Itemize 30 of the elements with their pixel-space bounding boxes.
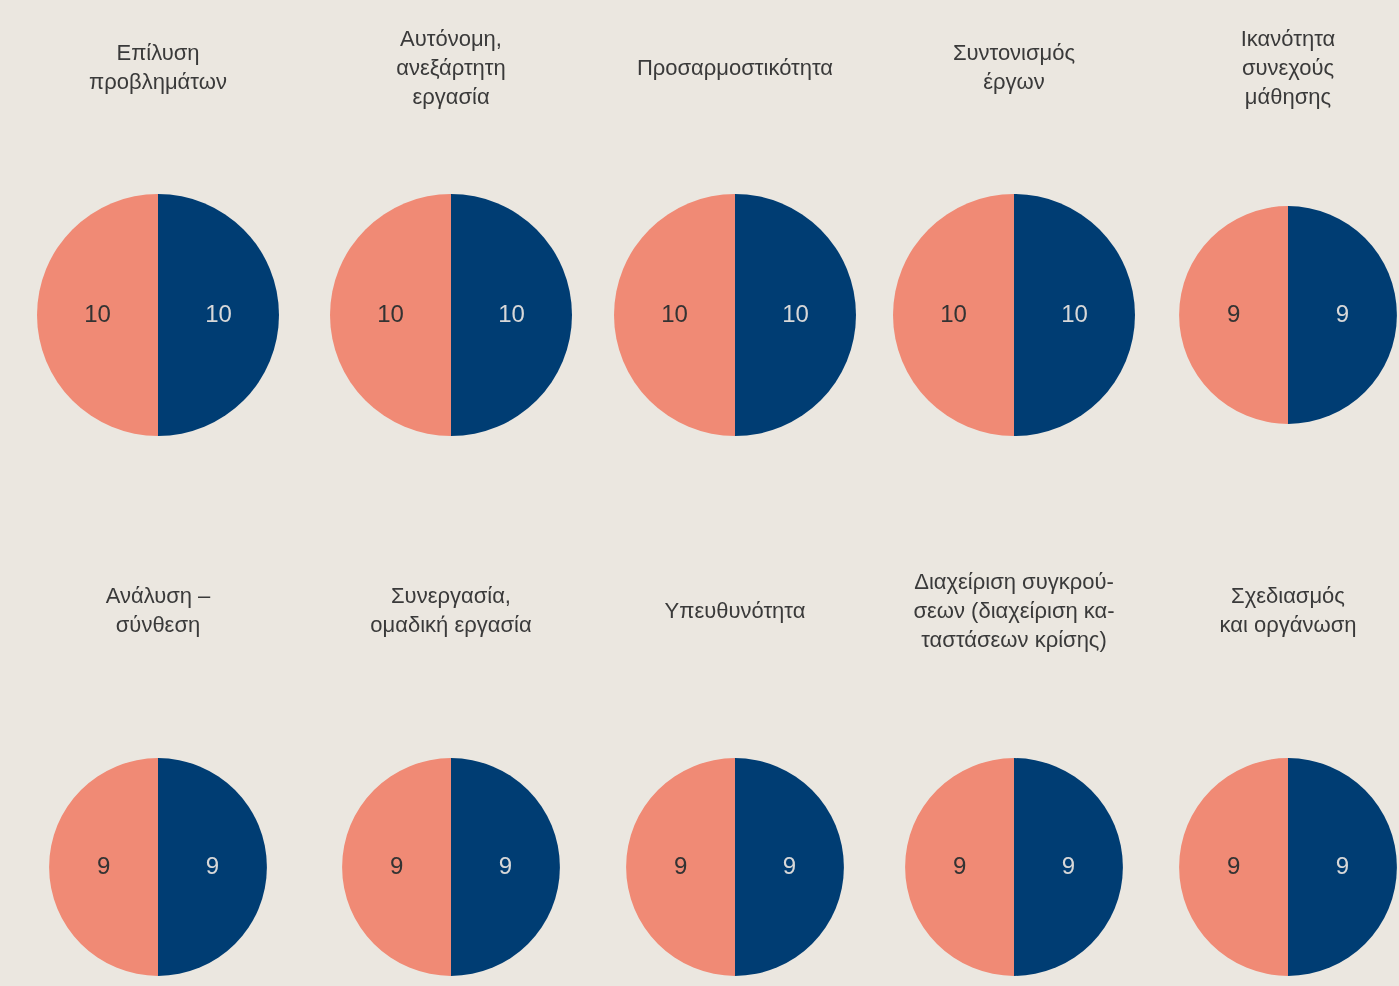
data-label: 9 <box>1226 299 1241 327</box>
chart-title: Υπευθυνότητα <box>663 596 807 625</box>
chart-title: Ανάλυση – σύνθεση <box>104 582 212 639</box>
chart-title: Προσαρμοστικότητα <box>635 53 835 82</box>
data-label: 10 <box>84 299 111 327</box>
data-label: 10 <box>940 299 967 327</box>
data-label: 9 <box>1061 851 1076 879</box>
chart-title: Ικανότητα συνεχούς μάθησης <box>1239 24 1337 111</box>
chart-title: Διαχείριση συγκρού- σεων (διαχείριση κα- ταστάσεων κρίσης) <box>912 567 1116 654</box>
data-label: 9 <box>1335 851 1350 879</box>
data-label: 9 <box>96 851 111 879</box>
chart-title: Επίλυση προβλημάτων <box>88 39 228 96</box>
chart-title: Αυτόνομη, ανεξάρτητη εργασία <box>395 24 507 111</box>
data-label: 10 <box>498 299 525 327</box>
data-label: 10 <box>205 299 232 327</box>
chart-title: Συνεργασία, ομαδική εργασία <box>369 582 533 639</box>
data-label: 9 <box>673 851 688 879</box>
data-label: 9 <box>205 851 220 879</box>
data-label: 9 <box>498 851 513 879</box>
chart-title: Σχεδιασμός και οργάνωση <box>1218 582 1358 639</box>
chart-title: Συντονισμός έργων <box>951 39 1077 96</box>
data-label: 10 <box>661 299 688 327</box>
data-label: 9 <box>389 851 404 879</box>
data-label: 9 <box>952 851 967 879</box>
data-label: 9 <box>782 851 797 879</box>
data-label: 10 <box>782 299 809 327</box>
data-label: 10 <box>377 299 404 327</box>
data-label: 9 <box>1335 299 1350 327</box>
data-label: 10 <box>1061 299 1088 327</box>
data-label: 9 <box>1226 851 1241 879</box>
